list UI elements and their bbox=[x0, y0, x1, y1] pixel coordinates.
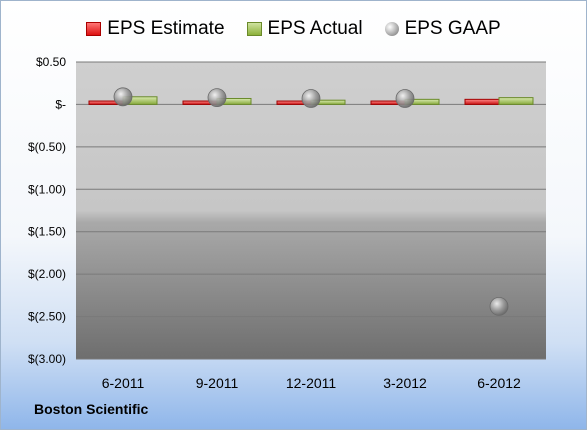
y-tick-label: $(3.00) bbox=[28, 352, 66, 366]
x-tick-label: 9-2011 bbox=[196, 375, 239, 391]
gaap-point bbox=[113, 87, 133, 107]
y-tick-label: $(1.00) bbox=[28, 182, 66, 196]
y-tick-label: $(2.50) bbox=[28, 310, 66, 324]
estimate-bar bbox=[464, 98, 500, 105]
y-tick-label: $(1.50) bbox=[28, 225, 66, 239]
actual-swatch bbox=[246, 22, 262, 36]
gaap-point bbox=[395, 89, 415, 108]
y-tick-label: $(0.50) bbox=[28, 140, 66, 154]
actual-bar bbox=[498, 97, 534, 105]
legend-label-estimate: EPS Estimate bbox=[107, 18, 225, 39]
company-label: Boston Scientific bbox=[34, 401, 149, 417]
legend-item-estimate: EPS Estimate bbox=[86, 18, 225, 40]
gaap-points bbox=[113, 87, 509, 316]
gaap-point bbox=[489, 296, 509, 316]
plot-area bbox=[76, 62, 546, 359]
y-axis-ticks: $0.50 $- $(0.50) $(1.00) $(1.50) $(2.00) $(2.5… bbox=[28, 55, 66, 366]
legend-item-actual: EPS Actual bbox=[246, 18, 363, 40]
x-tick-label: 6-2011 bbox=[102, 375, 145, 391]
x-tick-label: 3-2012 bbox=[383, 375, 427, 391]
x-axis-ticks: 6-2011 9-2011 12-2011 3-2012 6-2012 bbox=[102, 375, 521, 391]
x-tick-label: 6-2012 bbox=[477, 375, 521, 391]
estimate-swatch bbox=[86, 22, 102, 36]
gaap-point bbox=[301, 89, 321, 108]
legend-label-actual: EPS Actual bbox=[267, 18, 363, 39]
x-tick-label: 12-2011 bbox=[286, 375, 337, 391]
y-tick-label: $0.50 bbox=[36, 55, 66, 69]
y-tick-label: $- bbox=[55, 97, 66, 111]
gaap-point bbox=[207, 88, 227, 108]
legend-item-gaap: EPS GAAP bbox=[384, 18, 501, 40]
y-tick-label: $(2.00) bbox=[28, 267, 66, 281]
gaap-swatch bbox=[384, 22, 399, 36]
legend: EPS Estimate EPS Actual EPS GAAP bbox=[1, 18, 586, 40]
legend-label-gaap: EPS GAAP bbox=[404, 18, 501, 39]
